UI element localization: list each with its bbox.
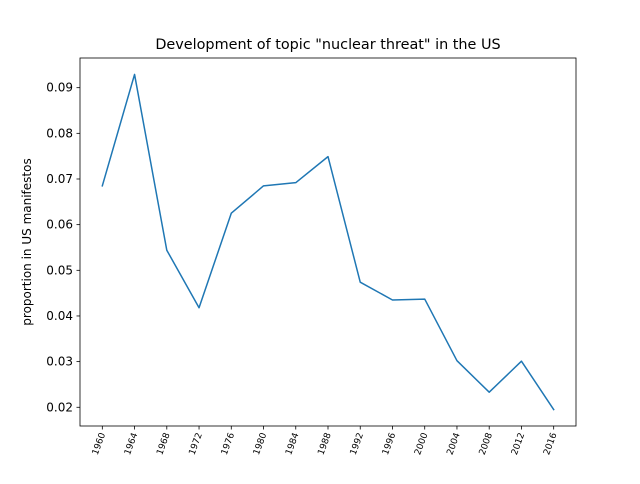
x-tick-label: 2012 <box>510 432 527 457</box>
y-tick-label: 0.07 <box>46 172 73 186</box>
y-tick-label: 0.09 <box>46 81 73 95</box>
plot-area: 0.02 0.03 0.04 0.05 0.06 0.07 0.08 0.09 1960 1964… <box>46 57 577 457</box>
x-tick-label: 2008 <box>478 431 495 456</box>
chart-title: Development of topic "nuclear threat" in… <box>155 37 500 53</box>
x-tick-label: 1976 <box>220 431 237 456</box>
x-tick-label: 1996 <box>381 431 398 456</box>
y-tick-label: 0.05 <box>46 263 73 277</box>
x-tick-label: 1960 <box>91 431 108 456</box>
x-tick-label: 1988 <box>317 431 334 456</box>
axes-frame <box>79 57 577 427</box>
x-tick-label: 2000 <box>413 431 430 456</box>
x-tick-label: 1968 <box>155 431 172 456</box>
x-tick-label: 1980 <box>252 431 269 456</box>
x-tick-label: 1992 <box>349 432 366 457</box>
x-tick-label: 2016 <box>542 431 559 456</box>
x-tick-label: 1972 <box>188 432 205 457</box>
y-tick-label: 0.02 <box>46 400 73 414</box>
x-tick-label: 2004 <box>446 431 463 456</box>
y-tick-label: 0.08 <box>46 126 73 140</box>
y-tick-label: 0.06 <box>46 218 73 232</box>
x-tick-label: 1984 <box>284 431 301 456</box>
series-line <box>101 73 555 411</box>
y-tick-label: 0.03 <box>46 355 73 369</box>
y-axis-label: proportion in US manifestos <box>20 158 34 325</box>
y-tick-label: 0.04 <box>46 309 73 323</box>
x-tick-label: 1964 <box>123 431 140 456</box>
